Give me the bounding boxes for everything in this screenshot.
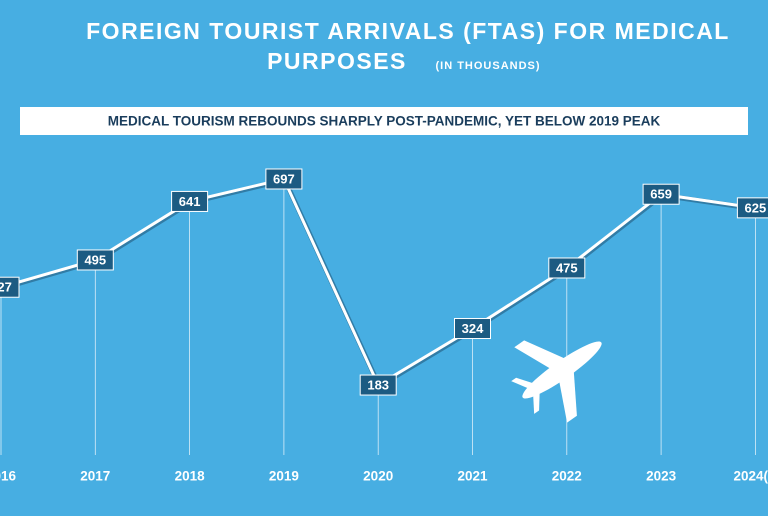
plot: 427 2016 495 2017 641 2018 697 2019 183 2020 324 20… xyxy=(0,168,768,484)
value-label-box xyxy=(359,374,397,396)
value-label-box xyxy=(171,190,209,212)
chart-title: FOREIGN TOURIST ARRIVALS (FTAS) FOR MEDI… xyxy=(86,18,730,44)
x-tick-label: 2023 xyxy=(646,469,677,484)
line-shadow xyxy=(1,177,757,390)
value-label: 659 xyxy=(650,187,672,202)
chart-subtitle: MEDICAL TOURISM REBOUNDS SHARPLY POST-PA… xyxy=(108,114,661,129)
value-label: 641 xyxy=(179,194,201,209)
value-label-box xyxy=(548,257,586,279)
airplane-icon xyxy=(511,340,602,423)
value-label-box xyxy=(736,197,768,219)
value-label-box xyxy=(76,249,114,271)
value-label: 183 xyxy=(367,377,389,392)
series-line xyxy=(0,177,756,388)
value-label: 697 xyxy=(273,171,295,186)
value-label: 427 xyxy=(0,280,12,295)
x-tick-label: 2024( xyxy=(733,469,768,484)
chart-title: PURPOSES xyxy=(267,48,407,74)
value-label-box xyxy=(0,276,20,298)
x-tick-label: 2020 xyxy=(363,469,393,484)
value-label: 495 xyxy=(84,252,106,267)
chart-unit: (IN THOUSANDS) xyxy=(435,60,540,72)
value-label-box xyxy=(642,183,680,205)
x-tick-label: 2022 xyxy=(552,469,582,484)
value-label-box xyxy=(454,318,491,340)
x-tick-label: 2021 xyxy=(457,469,488,484)
x-tick-label: 2016 xyxy=(0,469,17,484)
x-tick-label: 2019 xyxy=(269,469,299,484)
subtitle-box xyxy=(20,107,748,135)
value-label: 475 xyxy=(556,260,578,275)
x-tick-label: 2018 xyxy=(175,469,206,484)
value-label: 625 xyxy=(745,200,767,215)
value-label-box xyxy=(265,168,303,190)
value-label: 324 xyxy=(462,321,484,336)
x-tick-label: 2017 xyxy=(80,469,110,484)
